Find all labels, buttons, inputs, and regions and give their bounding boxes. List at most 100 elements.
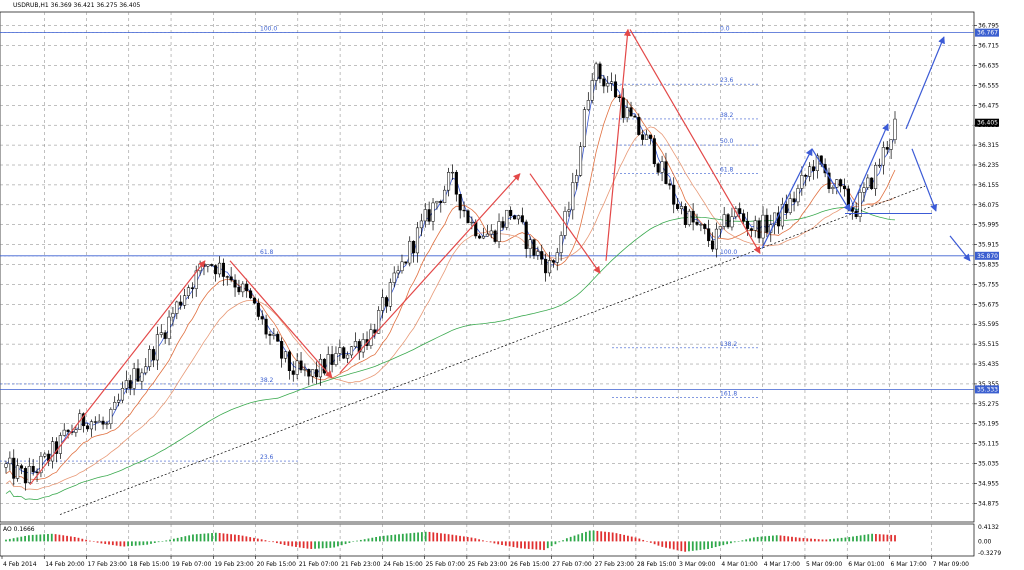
price-tick-label: 34.955 [978,480,999,487]
ao-bar [43,534,46,542]
ao-bar [96,541,99,543]
ao-bar [188,535,191,542]
ao-bar [428,531,431,542]
candle-body [229,276,233,281]
candle-body [435,200,439,204]
ao-bar [657,541,660,546]
ao-bar [264,540,267,542]
candle-body [718,226,722,230]
ao-bar [382,535,385,542]
price-candles [4,61,897,491]
candle-body [598,63,602,80]
ao-bar [745,539,748,542]
candle-body [377,310,381,334]
candle-body [249,290,253,299]
fib-level-label: 161.8 [720,391,737,398]
candle-body [431,202,435,222]
ao-bar [417,532,419,542]
ao-bar [8,538,11,542]
candle-body [342,347,346,359]
fib-level-label: 61.8 [720,167,734,174]
time-tick-label: 3 Mar 09:00 [679,561,715,568]
ao-bar [859,535,862,542]
ao-bar [111,541,114,546]
ao-bar [806,538,809,542]
ao-bar [756,536,759,542]
ao-bar [31,534,34,542]
ao-bar [493,541,496,544]
price-tick-label: 35.275 [978,401,999,408]
candle-body [97,420,101,423]
fib-level-label: 61.8 [260,249,274,256]
wave-arrow [811,148,851,212]
ao-bar [413,532,416,542]
candle-body [831,187,835,189]
ao-bar [352,541,355,542]
candle-body [637,116,641,135]
ao-bar [779,535,782,542]
candle-body [590,80,594,101]
ao-tick-label: -0.3279 [978,550,1001,557]
ao-bar [153,541,156,543]
candle-body [89,421,93,430]
time-tick-label: 24 Feb 15:00 [383,561,423,568]
candle-body [268,333,272,336]
ao-bar [310,541,313,549]
price-tick-label: 36.795 [978,23,999,30]
candle-body [303,369,307,371]
ao-bar [150,541,152,544]
ao-bar [543,541,545,551]
ao-bar [24,535,26,542]
time-tick-label: 18 Feb 15:00 [130,561,170,568]
ao-bar [726,541,729,545]
candle-body [183,295,187,306]
candle-body [513,215,517,220]
time-tick-label: 26 Feb 15:00 [510,561,550,568]
fib-level-label: 50.0 [720,138,734,145]
candle-body [586,100,590,110]
ao-bar [508,541,511,547]
candle-body [808,166,812,177]
candle-body [470,221,474,224]
candle-body [633,115,637,118]
ao-bar [20,536,23,542]
ao-bar [588,530,591,542]
ao-bar [634,537,637,542]
ao-bar [344,541,347,545]
ao-bar [77,537,80,542]
ao-bar [875,533,877,542]
ao-bar [317,541,320,549]
candle-body [505,209,509,228]
candle-body [835,179,839,188]
candle-body [687,210,691,225]
fib-level-label: 100.0 [260,26,277,33]
candle-body [742,213,746,222]
ao-bar [482,540,484,542]
wave-arrows [29,28,971,486]
ao-bar [337,541,339,547]
fib-level-label: 0.0 [720,26,730,33]
wave-arrow [629,29,761,254]
ao-bar [447,534,450,542]
price-tick-label: 35.355 [978,381,999,388]
candle-body [458,194,462,211]
candle-body [668,183,672,186]
ao-bar [619,534,622,542]
ao-bar [172,538,175,542]
ao-bar [749,538,751,542]
candle-body [726,214,730,228]
ao-bar [524,541,526,549]
candle-body [695,221,699,225]
candle-body [186,287,191,296]
ao-bar [710,541,713,549]
ao-bar [58,534,61,542]
ao-bar [558,541,561,543]
ao-bar [836,538,839,542]
candle-body [272,333,276,336]
candle-body [221,262,225,277]
candle-body [691,210,695,223]
candle-body [276,333,280,342]
ao-bar [409,533,412,542]
candle-body [722,214,726,227]
candle-body [881,147,885,166]
